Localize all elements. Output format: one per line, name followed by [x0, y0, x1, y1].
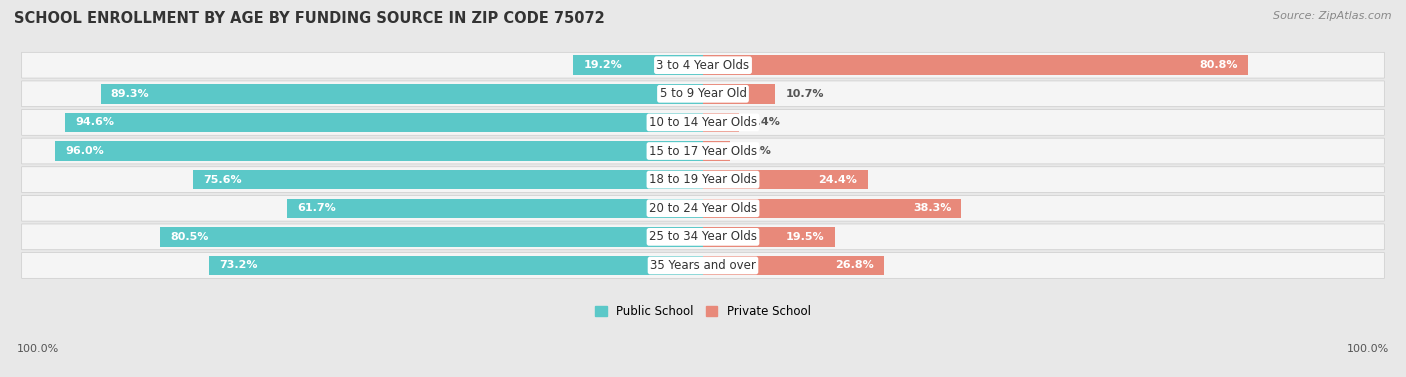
Legend: Public School, Private School: Public School, Private School	[591, 300, 815, 323]
Bar	[703, 199, 962, 218]
Bar	[160, 227, 703, 247]
FancyBboxPatch shape	[21, 167, 1385, 193]
Text: 38.3%: 38.3%	[912, 203, 952, 213]
Text: 20 to 24 Year Olds: 20 to 24 Year Olds	[650, 202, 756, 215]
Text: 80.8%: 80.8%	[1199, 60, 1237, 70]
FancyBboxPatch shape	[21, 224, 1385, 250]
Bar	[193, 170, 703, 189]
FancyBboxPatch shape	[21, 52, 1385, 78]
Text: 94.6%: 94.6%	[75, 117, 114, 127]
Bar	[65, 113, 703, 132]
FancyBboxPatch shape	[21, 253, 1385, 278]
Bar	[703, 141, 730, 161]
Bar	[703, 170, 868, 189]
Text: 96.0%: 96.0%	[66, 146, 104, 156]
Text: 19.5%: 19.5%	[786, 232, 824, 242]
Text: 61.7%: 61.7%	[297, 203, 336, 213]
Text: 10 to 14 Year Olds: 10 to 14 Year Olds	[650, 116, 756, 129]
Bar	[101, 84, 703, 104]
Text: 25 to 34 Year Olds: 25 to 34 Year Olds	[650, 230, 756, 243]
Bar	[703, 55, 1249, 75]
FancyBboxPatch shape	[21, 81, 1385, 107]
Bar	[703, 256, 884, 275]
Text: 10.7%: 10.7%	[786, 89, 824, 99]
Text: Source: ZipAtlas.com: Source: ZipAtlas.com	[1274, 11, 1392, 21]
Text: 26.8%: 26.8%	[835, 261, 873, 270]
Bar	[209, 256, 703, 275]
Text: 100.0%: 100.0%	[1347, 344, 1389, 354]
Text: 24.4%: 24.4%	[818, 175, 858, 185]
FancyBboxPatch shape	[21, 138, 1385, 164]
Text: 5 to 9 Year Old: 5 to 9 Year Old	[659, 87, 747, 100]
Bar	[703, 84, 775, 104]
Bar	[703, 113, 740, 132]
Text: 19.2%: 19.2%	[583, 60, 623, 70]
Text: 89.3%: 89.3%	[111, 89, 149, 99]
Text: 4.0%: 4.0%	[740, 146, 770, 156]
FancyBboxPatch shape	[21, 195, 1385, 221]
Text: 3 to 4 Year Olds: 3 to 4 Year Olds	[657, 59, 749, 72]
Text: SCHOOL ENROLLMENT BY AGE BY FUNDING SOURCE IN ZIP CODE 75072: SCHOOL ENROLLMENT BY AGE BY FUNDING SOUR…	[14, 11, 605, 26]
Bar	[55, 141, 703, 161]
Text: 5.4%: 5.4%	[749, 117, 780, 127]
Text: 35 Years and over: 35 Years and over	[650, 259, 756, 272]
Text: 18 to 19 Year Olds: 18 to 19 Year Olds	[650, 173, 756, 186]
Text: 75.6%: 75.6%	[204, 175, 242, 185]
Text: 80.5%: 80.5%	[170, 232, 208, 242]
Text: 100.0%: 100.0%	[17, 344, 59, 354]
FancyBboxPatch shape	[21, 110, 1385, 135]
Text: 15 to 17 Year Olds: 15 to 17 Year Olds	[650, 144, 756, 158]
Bar	[574, 55, 703, 75]
Text: 73.2%: 73.2%	[219, 261, 257, 270]
Bar	[287, 199, 703, 218]
Bar	[703, 227, 835, 247]
